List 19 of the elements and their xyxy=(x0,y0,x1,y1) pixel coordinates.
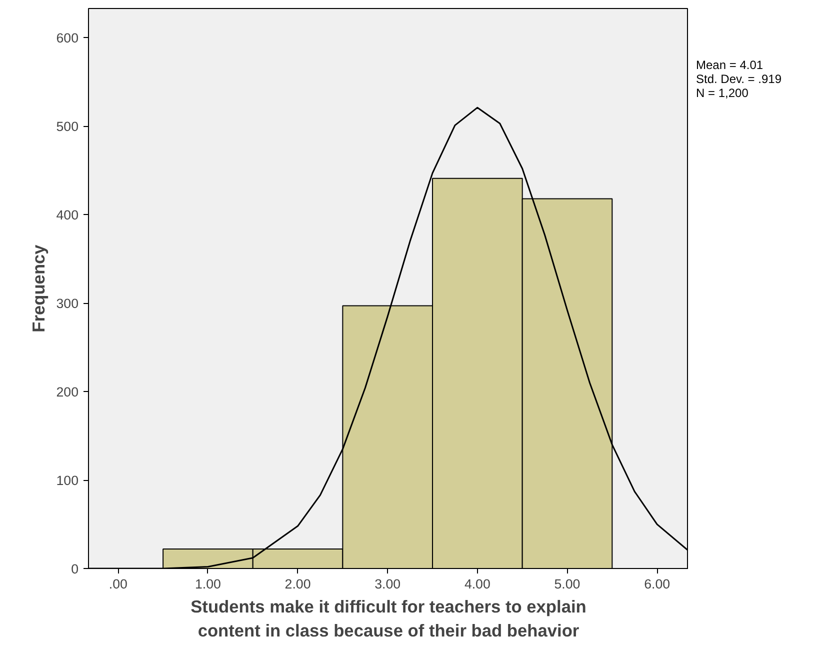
x-tick-label: 2.00 xyxy=(284,576,311,592)
y-tick-label: 300 xyxy=(56,296,79,312)
x-tick-label: 4.00 xyxy=(464,576,490,592)
x-tick-label: 3.00 xyxy=(374,576,401,592)
y-tick-label: 600 xyxy=(56,30,79,46)
y-tick-label: 400 xyxy=(56,208,79,223)
x-axis-title: Students make it difficult for teachers to explain content in class because of their bad behavior xyxy=(190,596,586,640)
y-tick-label: 0 xyxy=(71,562,79,576)
x-tick-label: 1.00 xyxy=(194,576,221,592)
y-axis-title: Frequency xyxy=(28,244,48,332)
y-tick-label: 200 xyxy=(56,384,79,400)
y-tick-label: 100 xyxy=(56,473,79,488)
text: Mean = 4.01 xyxy=(696,58,764,72)
y-tick-label: 500 xyxy=(56,119,79,134)
text: N = 1,200 xyxy=(696,86,750,100)
text: Std. Dev. = .919 xyxy=(696,72,782,86)
x-tick-label: 5.00 xyxy=(554,576,580,592)
x-tick-label: 6.00 xyxy=(644,576,670,592)
x-tick-label: .00 xyxy=(108,576,128,592)
